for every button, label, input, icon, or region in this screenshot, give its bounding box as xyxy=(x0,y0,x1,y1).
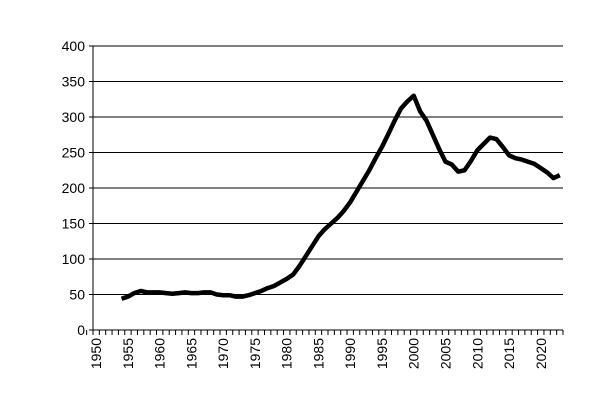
x-tick-label: 2000 xyxy=(406,338,422,369)
x-tick-label: 1990 xyxy=(342,338,358,369)
x-tick-label: 1980 xyxy=(279,338,295,369)
x-tick-label: 1970 xyxy=(215,338,231,369)
y-tick-label: 200 xyxy=(62,180,86,196)
x-tick-label: 1950 xyxy=(88,338,104,369)
y-tick-label: 100 xyxy=(62,251,86,267)
x-tick-label: 2020 xyxy=(533,338,549,369)
x-tick-label: 1985 xyxy=(310,338,326,369)
y-tick-label: 50 xyxy=(69,287,85,303)
x-tick-label: 1995 xyxy=(374,338,390,369)
data-line xyxy=(120,93,561,301)
x-tick-label: 1965 xyxy=(183,338,199,369)
y-tick-label: 400 xyxy=(62,38,86,54)
y-tick-label: 350 xyxy=(62,74,86,90)
x-tick-label: 2015 xyxy=(501,338,517,369)
y-tick-label: 150 xyxy=(62,216,86,232)
x-tick-label: 1960 xyxy=(152,338,168,369)
x-tick-label: 2010 xyxy=(469,338,485,369)
x-tick-label: 1955 xyxy=(120,338,136,369)
x-tick-label: 2005 xyxy=(438,338,454,369)
y-tick-label: 0 xyxy=(77,322,85,338)
y-tick-label: 300 xyxy=(62,109,86,125)
y-tick-label: 250 xyxy=(62,145,86,161)
x-tick-label: 1975 xyxy=(247,338,263,369)
